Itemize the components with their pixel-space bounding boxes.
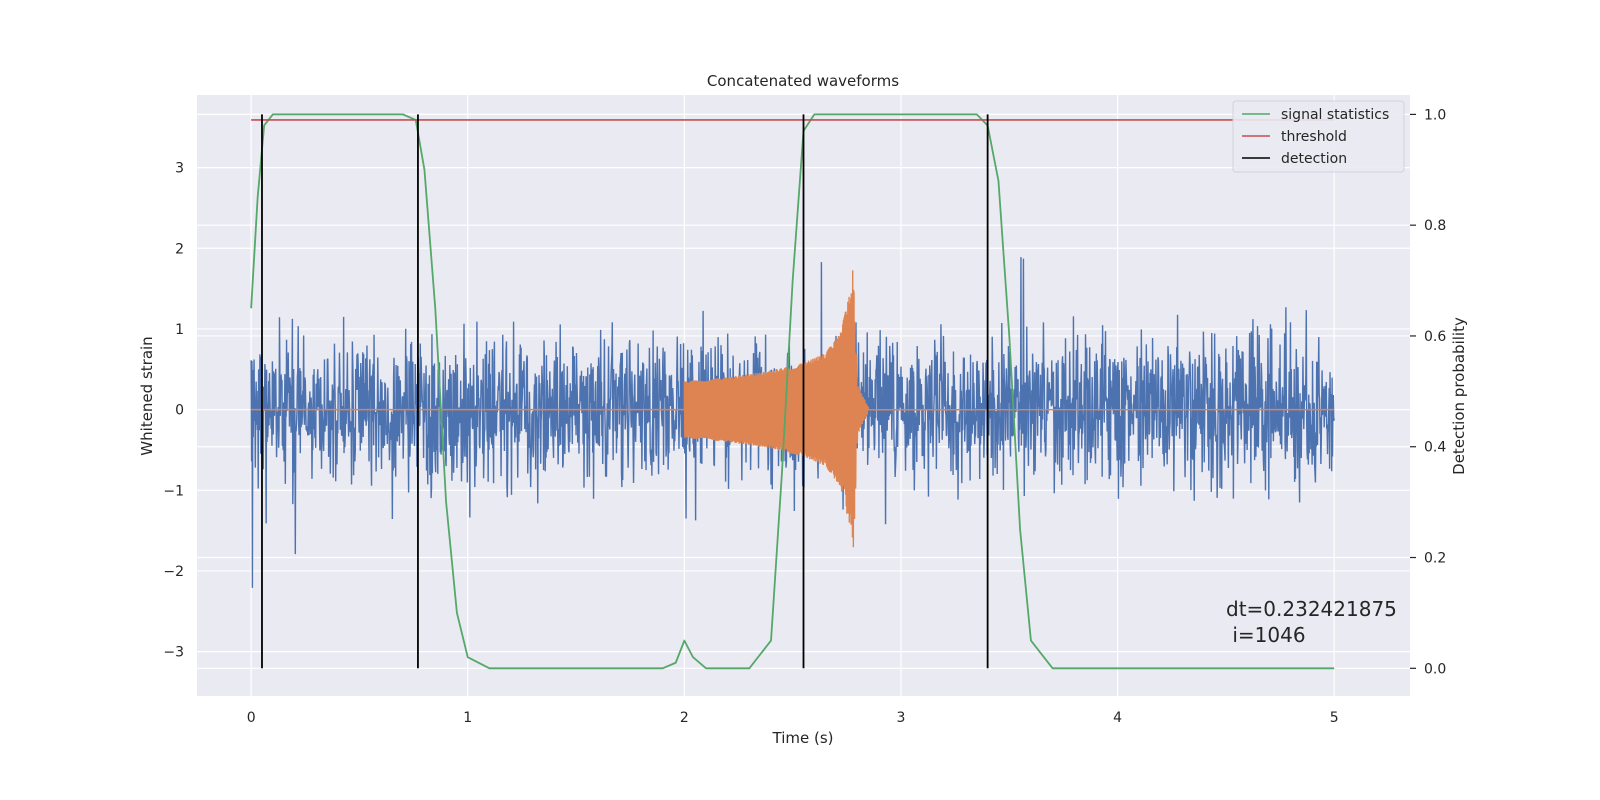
y2-tick-label-1: 0.2 [1424, 551, 1446, 567]
y-tick-label-0: −3 [163, 645, 184, 661]
x-tick-label-4: 4 [1113, 710, 1122, 726]
y2-axis-ticks: 0.0 0.2 0.4 0.6 0.8 1.0 [1410, 107, 1446, 677]
annotation-dt: dt=0.232421875 [1226, 597, 1397, 621]
signal-statistics-line [250, 113, 1335, 670]
y2-tick-label-4: 0.8 [1424, 218, 1446, 234]
y-tick-label-4: 1 [175, 322, 184, 338]
y-axis-ticks: −3 −2 −1 0 1 2 3 [163, 161, 184, 661]
x-tick-label-1: 1 [463, 710, 472, 726]
waveform-line [251, 270, 1335, 548]
x-tick-label-3: 3 [897, 710, 906, 726]
noise-series [250, 257, 1335, 588]
y2-tick-label-5: 1.0 [1424, 107, 1446, 123]
y-tick-label-5: 2 [175, 241, 184, 257]
annotation-i: i=1046 [1226, 623, 1306, 647]
legend-label-detection: detection [1281, 151, 1347, 167]
legend-label-signal: signal statistics [1281, 107, 1389, 123]
y2-tick-label-2: 0.4 [1424, 440, 1446, 456]
x-axis-ticks: 0 1 2 3 4 5 [247, 710, 1339, 726]
noise-line [250, 257, 1335, 588]
y-axis-label: Whitened strain [138, 336, 156, 455]
x-tick-label-0: 0 [247, 710, 256, 726]
chart-title: Concatenated waveforms [707, 72, 899, 90]
y-tick-label-3: 0 [175, 403, 184, 419]
legend-label-threshold: threshold [1281, 129, 1347, 145]
legend-box [1232, 100, 1405, 173]
x-axis-label: Time (s) [772, 729, 834, 747]
probability-series [250, 113, 1335, 670]
y-tick-label-1: −2 [163, 564, 184, 580]
waveform-series [251, 270, 1335, 548]
x-tick-label-2: 2 [680, 710, 689, 726]
legend: signal statistics threshold detection [1232, 100, 1405, 173]
x-tick-label-5: 5 [1330, 710, 1339, 726]
y2-axis-label: Detection probability [1450, 317, 1468, 475]
y-tick-label-2: −1 [163, 483, 184, 499]
y2-tick-label-3: 0.6 [1424, 329, 1446, 345]
y-tick-label-6: 3 [175, 161, 184, 177]
y2-tick-label-0: 0.0 [1424, 661, 1446, 677]
